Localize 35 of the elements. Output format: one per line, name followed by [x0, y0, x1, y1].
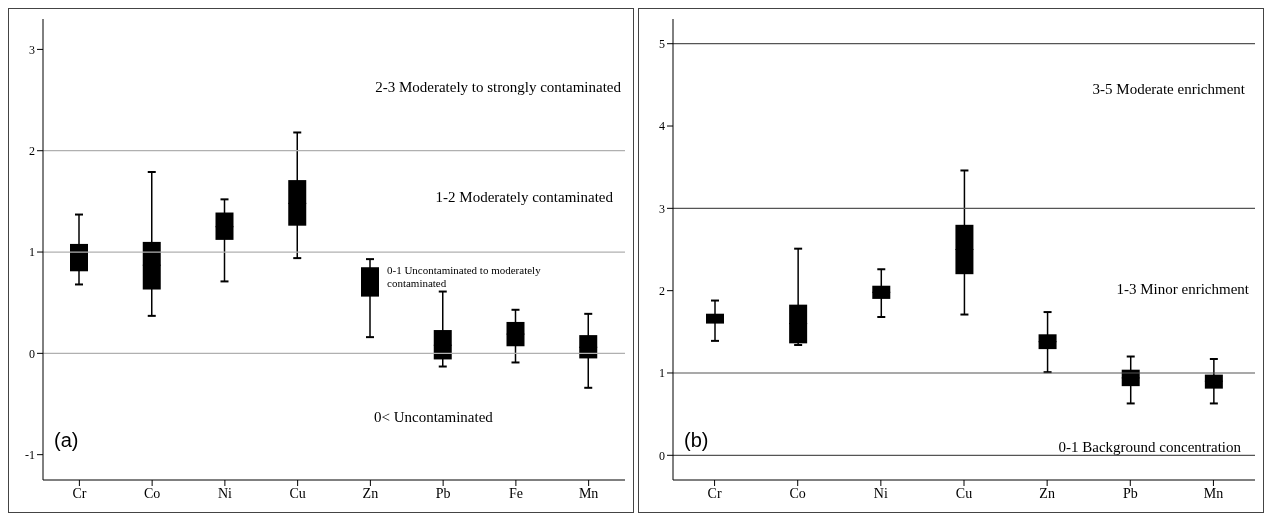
x-tick-label: Zn	[1039, 485, 1055, 501]
x-tick-label: Ni	[873, 485, 888, 501]
x-tick-label: Cr	[72, 485, 87, 501]
annotation: 0< Uncontaminated	[374, 409, 493, 427]
x-tick-label: Ni	[217, 485, 232, 501]
x-tick-label: Cu	[955, 485, 973, 501]
annotation: 3-5 Moderate enrichment	[1092, 81, 1245, 99]
y-tick-label: 0	[659, 448, 665, 463]
annotation: 1-2 Moderately contaminated	[435, 189, 613, 207]
x-tick-label: Pb	[1122, 485, 1138, 501]
y-tick-label: 3	[29, 42, 35, 57]
x-tick-label: Fe	[508, 485, 523, 501]
x-tick-label: Cr	[707, 485, 722, 501]
x-tick-label: Co	[789, 485, 806, 501]
annotation: 2-3 Moderately to strongly contaminated	[375, 79, 621, 97]
annotation: (a)	[54, 429, 79, 452]
y-tick-label: 2	[659, 283, 665, 298]
y-tick-label: 0	[29, 346, 35, 361]
annotation: 1-3 Minor enrichment	[1116, 281, 1249, 299]
annotation: (b)	[684, 429, 709, 452]
y-tick-label: 5	[659, 36, 665, 51]
x-tick-label: Co	[143, 485, 161, 501]
x-tick-label: Mn	[578, 485, 599, 501]
annotation: 0-1 Uncontaminated to moderately contaminated	[387, 264, 542, 290]
x-tick-label: Mn	[1203, 485, 1224, 501]
x-tick-label: Cu	[289, 485, 306, 501]
y-tick-label: 1	[659, 366, 665, 381]
y-tick-label: 2	[29, 143, 35, 158]
x-tick-label: Zn	[362, 485, 379, 501]
annotation: 0-1 Background concentration	[1058, 439, 1241, 457]
y-tick-label: 4	[659, 119, 665, 134]
x-tick-label: Pb	[435, 485, 451, 501]
y-tick-label: 3	[659, 201, 665, 216]
y-tick-label: -1	[25, 447, 35, 462]
y-tick-label: 1	[29, 245, 35, 260]
